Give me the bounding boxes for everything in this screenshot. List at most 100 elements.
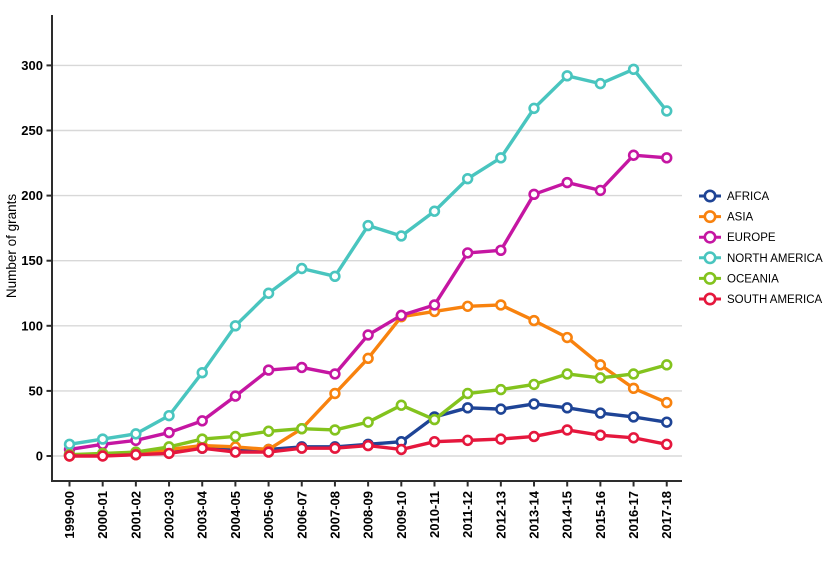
data-point-europe-2011-12 — [461, 247, 474, 259]
x-tick-label-2013-14: 2013-14 — [527, 490, 542, 538]
series-europe — [63, 149, 673, 456]
data-point-south-america-2008-09 — [362, 439, 374, 452]
legend-item-europe: EUROPE — [699, 230, 776, 244]
data-point-south-america-2016-17 — [627, 432, 640, 444]
x-tick-label-2011-12: 2011-12 — [460, 491, 475, 538]
data-point-south-america-1999-00 — [63, 450, 76, 462]
data-point-oceania-2016-17 — [627, 368, 640, 380]
data-point-north-america-2000-01 — [96, 433, 109, 445]
data-point-north-america-2002-03 — [163, 409, 175, 422]
data-point-oceania-2009-10 — [395, 399, 407, 411]
data-point-oceania-2010-11 — [428, 413, 441, 426]
x-tick-label-2000-01: 2000-01 — [95, 491, 110, 539]
data-point-oceania-2011-12 — [461, 387, 474, 400]
data-point-oceania-2013-14 — [528, 378, 540, 391]
data-point-south-america-2004-05 — [229, 446, 242, 458]
data-point-africa-2017-18 — [661, 416, 673, 428]
y-tick-label-200: 200 — [21, 188, 43, 203]
data-point-oceania-2017-18 — [661, 359, 673, 371]
y-tick-label-250: 250 — [21, 123, 43, 138]
data-point-europe-2015-16 — [594, 184, 607, 197]
data-point-europe-2002-03 — [163, 426, 175, 439]
x-tick-label-2002-03: 2002-03 — [162, 491, 177, 539]
data-point-north-america-2005-06 — [262, 287, 275, 299]
data-point-asia-2011-12 — [461, 300, 474, 312]
legend-label-europe: EUROPE — [727, 232, 776, 244]
data-point-europe-2010-11 — [428, 299, 441, 311]
data-point-europe-2017-18 — [661, 152, 673, 164]
y-tick-label-0: 0 — [36, 449, 43, 464]
legend: AFRICA ASIA EUROPE NORTH AMERICA OCEANIA SOUT… — [699, 189, 823, 306]
y-axis-title: Number of grants — [4, 194, 19, 299]
data-point-south-america-2009-10 — [395, 443, 407, 456]
data-point-europe-2003-04 — [196, 415, 208, 427]
data-point-north-america-2007-08 — [329, 270, 341, 283]
data-point-africa-2015-16 — [594, 407, 607, 419]
x-tick-label-1999-00: 1999-00 — [62, 491, 77, 539]
data-point-africa-2016-17 — [627, 411, 640, 423]
x-tick-label-2009-10: 2009-10 — [394, 491, 409, 539]
legend-label-south-america: SOUTH AMERICA — [727, 294, 823, 306]
data-point-south-america-2014-15 — [561, 424, 573, 436]
data-point-oceania-2014-15 — [561, 368, 573, 380]
series-south-america — [63, 424, 673, 462]
data-point-north-america-2014-15 — [561, 70, 573, 82]
data-point-north-america-2016-17 — [627, 63, 640, 76]
data-point-asia-2015-16 — [594, 359, 607, 371]
data-point-asia-2008-09 — [362, 352, 374, 365]
x-tick-label-2003-04: 2003-04 — [195, 490, 210, 538]
data-point-asia-2007-08 — [329, 387, 341, 400]
data-point-oceania-2012-13 — [495, 383, 507, 396]
data-point-africa-2014-15 — [561, 402, 573, 414]
legend-label-north-america: NORTH AMERICA — [727, 253, 823, 265]
data-point-south-america-2003-04 — [196, 442, 208, 454]
x-tick-label-2010-11: 2010-11 — [427, 491, 442, 538]
y-tick-label-100: 100 — [21, 318, 43, 333]
x-tick-label-2016-17: 2016-17 — [626, 491, 641, 539]
data-point-south-america-2006-07 — [296, 442, 308, 454]
series-north-america — [63, 63, 673, 450]
data-point-europe-2013-14 — [528, 188, 540, 200]
x-tick-label-2015-16: 2015-16 — [593, 491, 608, 539]
data-point-europe-2004-05 — [229, 390, 242, 402]
data-point-north-america-2001-02 — [130, 428, 142, 440]
legend-key-circle-north-america — [703, 251, 717, 265]
data-point-south-america-2011-12 — [461, 434, 474, 447]
data-point-south-america-2013-14 — [528, 430, 540, 443]
data-point-south-america-2015-16 — [594, 429, 607, 441]
legend-key-circle-south-america — [703, 292, 717, 306]
data-point-north-america-2004-05 — [229, 320, 242, 332]
data-point-south-america-2002-03 — [163, 447, 175, 460]
data-point-oceania-2004-05 — [229, 430, 242, 443]
data-point-europe-2008-09 — [362, 329, 374, 341]
x-tick-label-2007-08: 2007-08 — [327, 491, 342, 539]
legend-key-circle-africa — [703, 189, 717, 203]
data-point-oceania-2015-16 — [594, 372, 607, 384]
data-point-europe-2014-15 — [561, 176, 573, 189]
y-tick-label-150: 150 — [21, 253, 43, 268]
legend-item-africa: AFRICA — [699, 189, 770, 203]
data-point-europe-2005-06 — [262, 364, 275, 376]
data-point-asia-2014-15 — [561, 331, 573, 344]
x-tick-label-2014-15: 2014-15 — [560, 491, 575, 539]
data-point-asia-2017-18 — [661, 396, 673, 409]
series-line-europe — [67, 153, 669, 452]
data-point-south-america-2000-01 — [96, 450, 109, 462]
data-point-north-america-2010-11 — [428, 205, 441, 217]
data-point-south-america-2007-08 — [329, 442, 341, 454]
data-point-oceania-2006-07 — [296, 422, 308, 435]
data-point-oceania-2003-04 — [196, 433, 208, 445]
data-point-south-america-2010-11 — [428, 435, 441, 448]
data-point-north-america-2017-18 — [661, 105, 673, 117]
legend-item-north-america: NORTH AMERICA — [699, 251, 823, 265]
legend-key-circle-europe — [703, 230, 717, 244]
data-point-south-america-2005-06 — [262, 446, 275, 458]
data-point-south-america-2017-18 — [661, 438, 673, 450]
data-point-asia-2016-17 — [627, 382, 640, 394]
data-point-africa-2012-13 — [495, 403, 507, 415]
gridlines-group — [52, 64, 682, 457]
x-tick-label-2005-06: 2005-06 — [261, 491, 276, 539]
data-point-oceania-2008-09 — [362, 416, 374, 428]
